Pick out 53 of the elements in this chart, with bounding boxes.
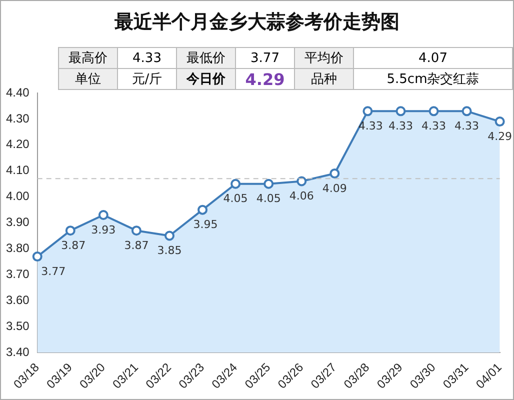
- data-label: 3.95: [193, 218, 218, 232]
- data-label: 4.05: [223, 192, 248, 206]
- y-tick-label: 3.50: [6, 318, 30, 333]
- point: [98, 210, 108, 220]
- point: [396, 106, 406, 116]
- data-label: 3.87: [61, 238, 86, 252]
- point: [164, 230, 174, 241]
- point: [264, 178, 274, 189]
- data-label: 4.33: [422, 120, 446, 133]
- y-tick-label: 3.60: [6, 292, 30, 307]
- chart-title: 最近半个月金乡大蒜参考价走势图: [114, 10, 400, 35]
- point: [198, 204, 208, 215]
- point: [230, 178, 241, 189]
- data-label: 4.29: [488, 130, 512, 143]
- point: [362, 106, 373, 116]
- y-tick-label: 4.00: [6, 189, 30, 204]
- y-tick-label: 3.90: [6, 215, 30, 230]
- data-label: 3.85: [157, 244, 182, 258]
- text: 单位: [58, 68, 118, 90]
- text: 元/斤: [118, 68, 176, 90]
- data-label: 3.87: [124, 238, 149, 252]
- y-tick-label: 3.80: [6, 241, 30, 256]
- point: [330, 168, 340, 178]
- text: 今日价: [176, 68, 236, 90]
- data-label: 4.06: [289, 190, 314, 203]
- data-label: 4.33: [454, 120, 480, 133]
- y-tick-label: 3.70: [6, 267, 30, 282]
- text: 品种: [294, 68, 354, 90]
- point: [462, 106, 472, 116]
- text: 3.77: [236, 48, 294, 68]
- y-tick-label: 4.30: [6, 111, 30, 126]
- y-tick-label: 4.40: [6, 85, 30, 100]
- data-label: 4.05: [256, 192, 281, 206]
- data-label: 4.09: [322, 182, 347, 195]
- point: [131, 226, 142, 236]
- data-label: 4.33: [388, 120, 413, 133]
- text: 4.07: [354, 48, 512, 68]
- data-label: 3.93: [91, 223, 116, 236]
- text: 4.29: [236, 68, 294, 90]
- text: 4.33: [118, 48, 176, 68]
- data-label: 3.77: [41, 264, 66, 278]
- point: [296, 176, 307, 186]
- text: 5.5cm杂交红蒜: [354, 68, 512, 90]
- y-tick-label: 3.40: [6, 344, 30, 359]
- point: [494, 116, 505, 127]
- y-tick-label: 4.10: [6, 163, 30, 178]
- text: 最高价: [58, 48, 118, 68]
- point: [65, 226, 76, 236]
- text: 最低价: [176, 48, 236, 68]
- point: [32, 252, 42, 262]
- text: 平均价: [294, 48, 354, 68]
- point: [428, 106, 439, 116]
- y-tick-label: 4.20: [6, 137, 30, 152]
